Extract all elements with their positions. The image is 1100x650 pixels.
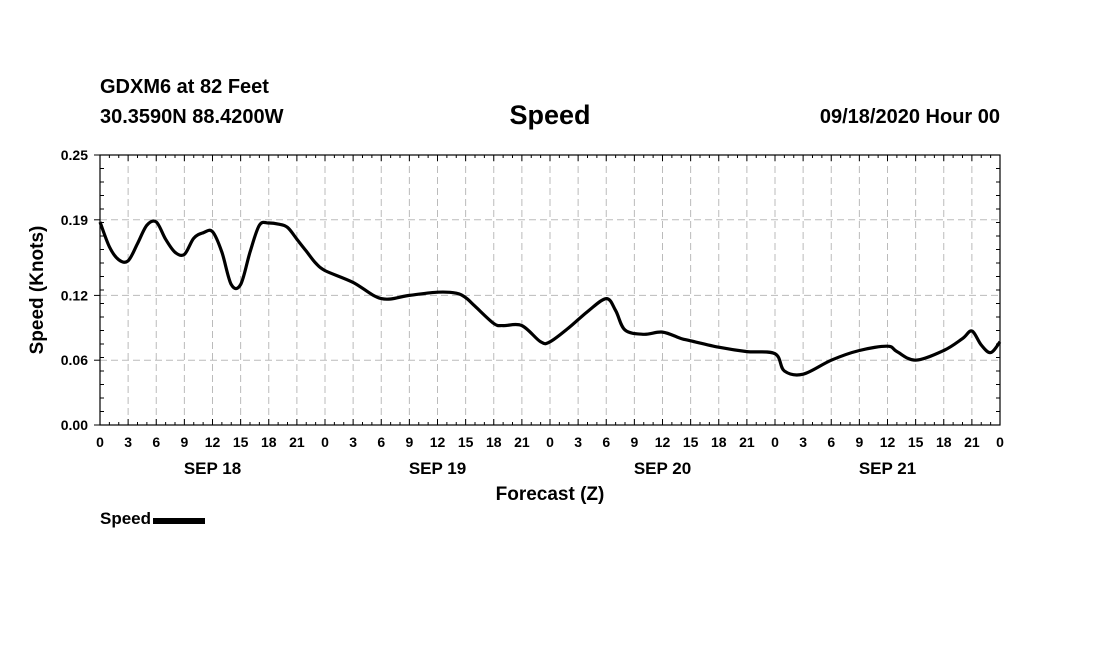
x-tick-label: 21	[964, 434, 980, 450]
y-tick-label: 0.25	[61, 147, 88, 163]
date-label: SEP 19	[409, 459, 466, 478]
x-tick-label: 21	[289, 434, 305, 450]
x-tick-label: 21	[739, 434, 755, 450]
x-tick-label: 18	[936, 434, 952, 450]
plot-frame	[99, 154, 1001, 426]
x-tick-label: 6	[602, 434, 610, 450]
y-tick-label: 0.00	[61, 417, 88, 433]
coordinates-label: 30.3590N 88.4200W	[100, 106, 284, 128]
legend-line-swatch	[153, 518, 206, 524]
legend: Speed	[100, 509, 206, 529]
x-tick-label: 15	[233, 434, 249, 450]
x-tick-label: 0	[771, 434, 779, 450]
x-tick-label: 6	[827, 434, 835, 450]
x-tick-label: 18	[711, 434, 727, 450]
x-tick-label: 12	[430, 434, 446, 450]
x-tick-label: 12	[205, 434, 221, 450]
x-tick-label: 0	[96, 434, 104, 450]
x-axis-title: Forecast (Z)	[496, 484, 605, 505]
x-tick-label: 6	[377, 434, 385, 450]
x-tick-label: 18	[486, 434, 502, 450]
y-axis-title: Speed (Knots)	[27, 226, 48, 355]
chart-title: Speed	[509, 100, 591, 130]
x-tick-label: 3	[574, 434, 582, 450]
x-tick-label: 9	[405, 434, 413, 450]
x-tick-label: 9	[855, 434, 863, 450]
date-label: SEP 20	[634, 459, 691, 478]
x-tick-label: 12	[880, 434, 896, 450]
x-tick-label: 12	[655, 434, 671, 450]
x-tick-label: 18	[261, 434, 277, 450]
x-tick-label: 21	[514, 434, 530, 450]
y-tick-label: 0.19	[61, 212, 88, 228]
x-tick-label: 15	[683, 434, 699, 450]
date-label: SEP 18	[184, 459, 241, 478]
x-tick-label: 15	[458, 434, 474, 450]
x-tick-label: 3	[124, 434, 132, 450]
x-tick-label: 9	[630, 434, 638, 450]
y-tick-label: 0.06	[61, 352, 88, 368]
x-tick-label: 3	[349, 434, 357, 450]
x-tick-label: 0	[321, 434, 329, 450]
y-tick-label: 0.12	[61, 287, 88, 303]
speed-series-line	[98, 219, 1002, 377]
x-tick-label: 0	[996, 434, 1004, 450]
station-label: GDXM6 at 82 Feet	[100, 76, 269, 98]
x-tick-label: 3	[799, 434, 807, 450]
forecast-datetime: 09/18/2020 Hour 00	[819, 106, 1000, 128]
x-tick-label: 0	[546, 434, 554, 450]
legend-label: Speed	[100, 509, 152, 528]
x-tick-label: 9	[180, 434, 188, 450]
x-tick-label: 6	[152, 434, 160, 450]
date-label: SEP 21	[859, 459, 916, 478]
x-tick-label: 15	[908, 434, 924, 450]
